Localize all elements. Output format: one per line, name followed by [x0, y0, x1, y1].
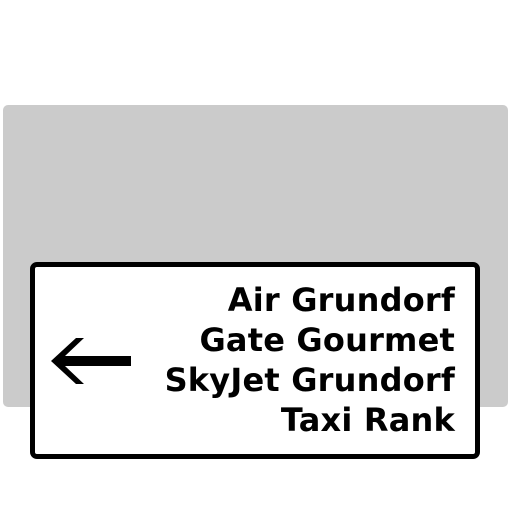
destination-air-grundorf: Air Grundorf [227, 281, 455, 319]
destination-skyjet-grundorf: SkyJet Grundorf [164, 361, 455, 399]
sign-backing-board: Air Grundorf Gate Gourmet SkyJet Grundor… [3, 105, 508, 459]
destination-list: Air Grundorf Gate Gourmet SkyJet Grundor… [165, 280, 455, 440]
destination-taxi-rank: Taxi Rank [280, 401, 455, 439]
arrow-left-icon [51, 338, 131, 384]
destination-gate-gourmet: Gate Gourmet [199, 321, 455, 359]
direction-sign-panel: Air Grundorf Gate Gourmet SkyJet Grundor… [30, 262, 480, 459]
